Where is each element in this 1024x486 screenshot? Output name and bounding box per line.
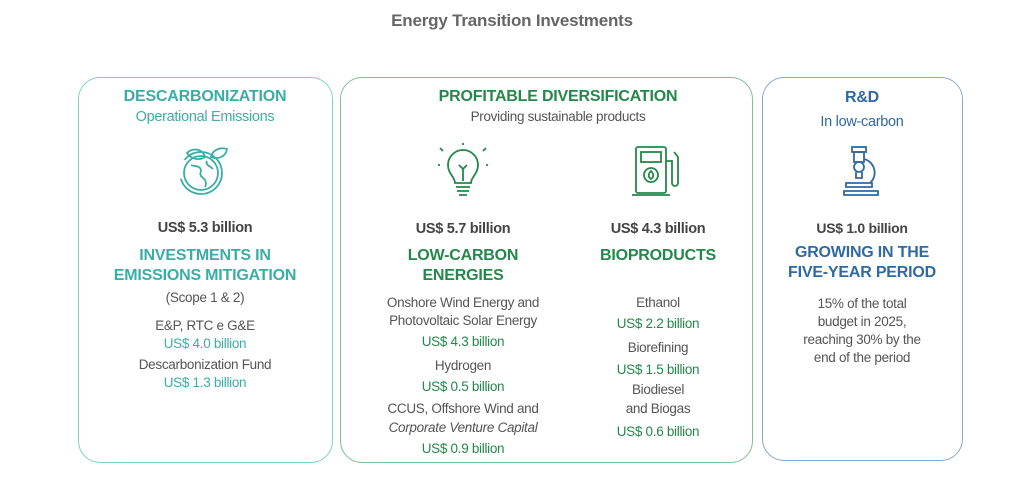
bioproducts-item-value: US$ 2.2 billion: [616, 316, 700, 331]
fuel-pump-icon: [632, 146, 679, 196]
diversification-title: PROFITABLE DIVERSIFICATION: [438, 88, 678, 105]
rd-heading-1: GROWING IN THE: [794, 244, 930, 261]
decarbonization-card: [78, 77, 333, 463]
bioproducts-item-label: Biodiesel: [631, 382, 685, 397]
decarb-item-label: E&P, RTC e G&E: [155, 318, 255, 333]
low-carbon-item-label: Onshore Wind Energy and: [386, 295, 540, 310]
low-carbon-heading-1: LOW-CARBON: [407, 247, 519, 264]
bioproducts-amount: US$ 4.3 billion: [610, 221, 706, 237]
decarb-title: DESCARBONIZATION: [123, 88, 287, 105]
bioproducts-item-label: and Biogas: [625, 401, 691, 416]
low-carbon-item-label: Photovoltaic Solar Energy: [389, 313, 537, 328]
rd-amount: US$ 1.0 billion: [816, 220, 908, 236]
bioproducts-item-value: US$ 0.6 billion: [616, 424, 700, 439]
globe-leaves-icon: [179, 147, 228, 195]
low-carbon-item-label: Hydrogen: [434, 358, 492, 373]
diversification-card: [340, 77, 753, 463]
microscope-icon: [843, 146, 879, 196]
bioproducts-item-value: US$ 1.5 billion: [616, 362, 700, 377]
low-carbon-item-value: US$ 4.3 billion: [421, 334, 505, 349]
decarb-amount: US$ 5.3 billion: [157, 220, 253, 236]
decarb-scope: (Scope 1 & 2): [165, 290, 245, 305]
low-carbon-item-label: Corporate Venture Capital: [388, 420, 538, 435]
diversification-subtitle: Providing sustainable products: [470, 109, 646, 124]
low-carbon-item-value: US$ 0.5 billion: [421, 379, 505, 394]
rd-text-line: budget in 2025,: [817, 314, 907, 329]
bioproducts-heading: BIOPRODUCTS: [599, 247, 717, 264]
decarb-item-label: Descarbonization Fund: [138, 357, 272, 372]
rd-text-line: end of the period: [813, 350, 911, 365]
page-title: Energy Transition Investments: [391, 11, 633, 30]
low-carbon-item-value: US$ 0.9 billion: [421, 441, 505, 456]
bioproducts-item-label: Ethanol: [636, 295, 680, 310]
low-carbon-amount: US$ 5.7 billion: [415, 221, 511, 237]
rd-text-line: 15% of the total: [817, 296, 907, 311]
rd-title: R&D: [844, 89, 880, 106]
decarb-heading-1: INVESTMENTS IN: [139, 247, 271, 264]
low-carbon-item-label: CCUS, Offshore Wind and: [387, 401, 539, 416]
rd-heading-2: FIVE-YEAR PERIOD: [788, 264, 936, 281]
low-carbon-heading-2: ENERGIES: [422, 267, 504, 284]
lightbulb-icon: [438, 143, 488, 196]
decarb-heading-2: EMISSIONS MITIGATION: [113, 267, 297, 284]
rd-text-line: reaching 30% by the: [803, 332, 921, 347]
bioproducts-item-label: Biorefining: [627, 340, 689, 355]
decarb-item-value: US$ 4.0 billion: [163, 336, 247, 351]
decarb-subtitle: Operational Emissions: [135, 109, 275, 125]
rd-card: [762, 77, 963, 461]
decarb-item-value: US$ 1.3 billion: [163, 375, 247, 390]
rd-subtitle: In low-carbon: [820, 114, 904, 130]
